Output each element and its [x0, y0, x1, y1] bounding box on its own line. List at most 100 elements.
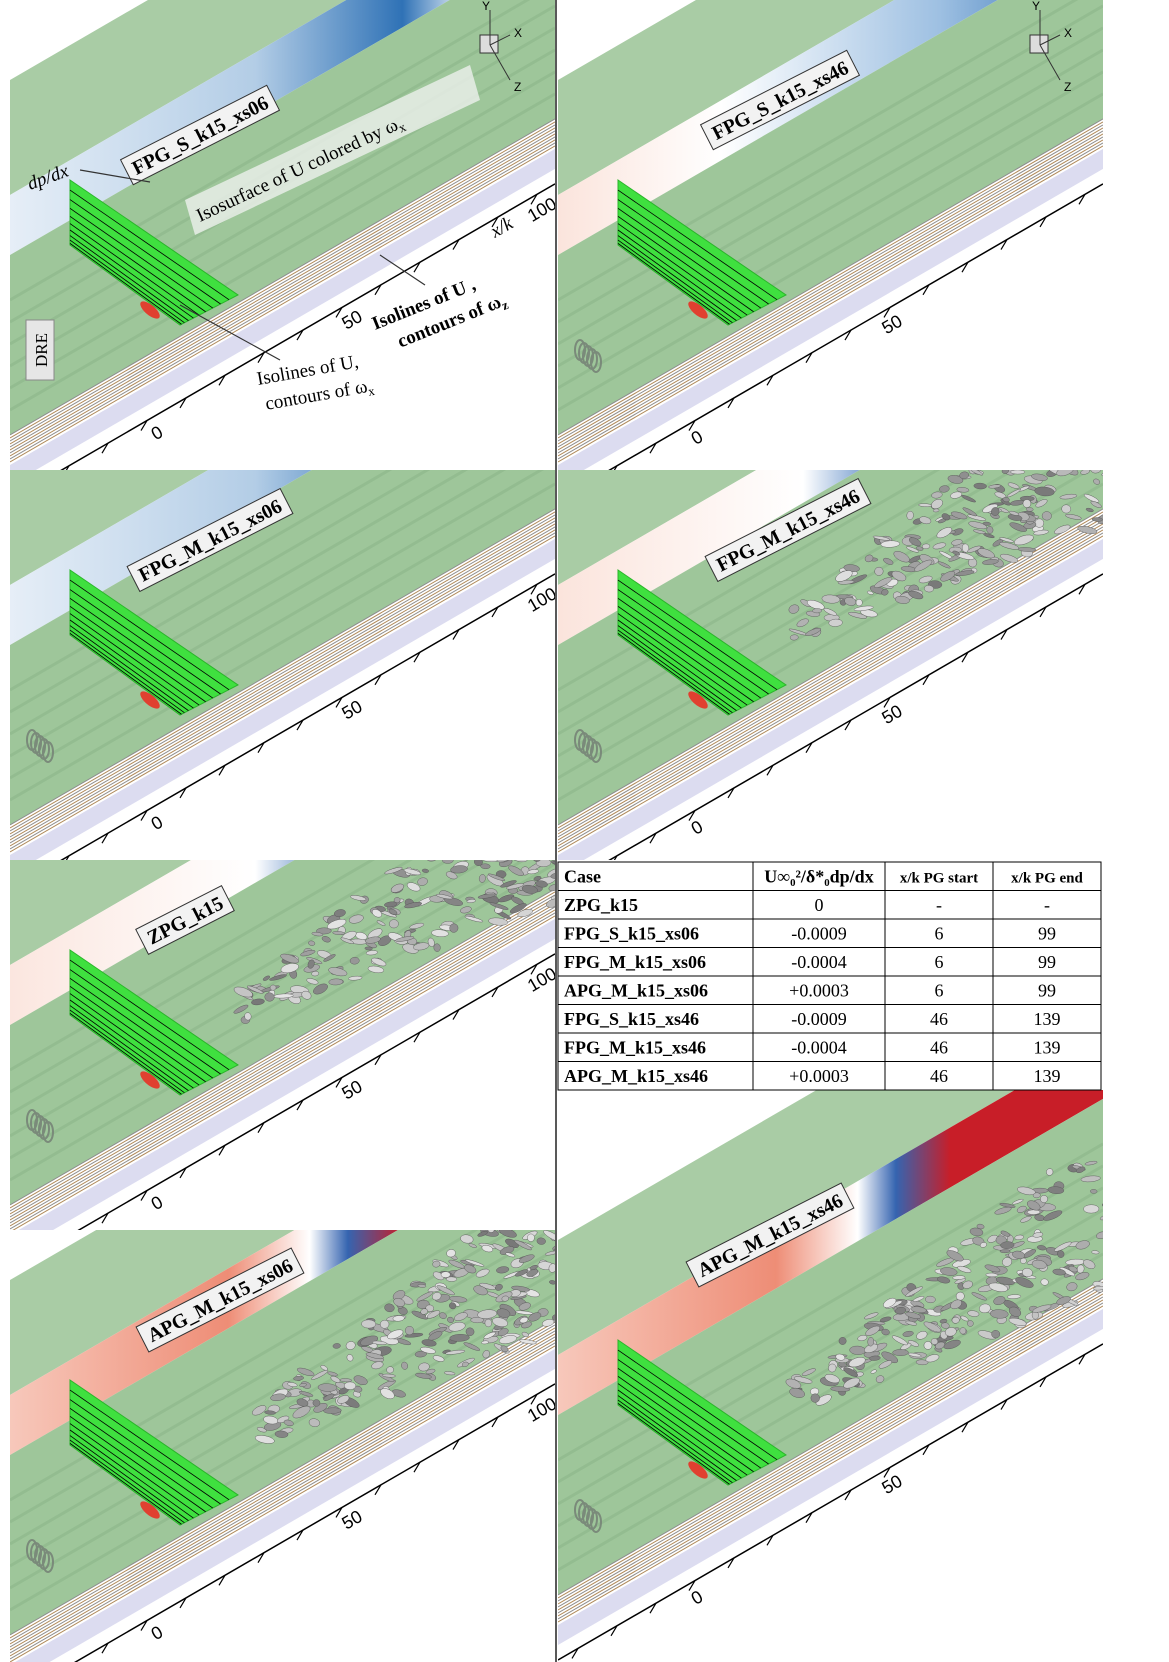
vortex — [1110, 458, 1117, 463]
triad-label: Y — [482, 0, 490, 13]
vortex — [1109, 1258, 1127, 1271]
table-cell: 139 — [1034, 1009, 1061, 1029]
triad-cube — [1030, 35, 1048, 53]
triad-label: X — [1064, 26, 1072, 40]
vortex — [1109, 480, 1119, 489]
table-header: U∞₀²/δ*₀dp/dx — [764, 866, 873, 886]
table-cell: 46 — [930, 1009, 948, 1029]
vortex — [1000, 1249, 1010, 1253]
vortex — [333, 1343, 341, 1349]
table-cell: 99 — [1038, 923, 1056, 943]
vortex — [1121, 473, 1135, 480]
vortex — [433, 943, 440, 951]
vortex — [1104, 1239, 1112, 1245]
table-cell: 139 — [1034, 1066, 1061, 1086]
vortex — [931, 1338, 938, 1344]
vortex — [480, 863, 490, 869]
vortex — [323, 1407, 341, 1413]
table-cell: 99 — [1038, 980, 1056, 1000]
vortex — [1131, 497, 1140, 506]
vortex — [365, 947, 373, 951]
vortex — [1105, 485, 1116, 489]
vortex — [1137, 502, 1148, 511]
vortex — [1114, 513, 1133, 518]
triad-cube — [480, 35, 498, 53]
vortex — [1131, 1241, 1143, 1249]
vortex — [485, 1319, 492, 1327]
table-cell: 99 — [1038, 952, 1056, 972]
vortex — [1108, 1201, 1118, 1209]
vortex — [867, 1337, 874, 1346]
vortex — [1083, 1205, 1099, 1214]
table-header: x/k PG end — [1011, 870, 1083, 886]
table-cell: 6 — [935, 980, 944, 1000]
table-cell: APG_M_k15_xs06 — [564, 980, 708, 1000]
vortex — [1106, 1264, 1125, 1277]
panel: 050FPG_S_k15_xs46 — [558, 0, 1103, 500]
vortex — [389, 919, 399, 928]
annotation: DRE — [32, 333, 51, 367]
table: Case U∞₀²/δ*₀dp/dx x/k PG start x/k PG end Z… — [558, 862, 1101, 1090]
vortex — [1118, 1260, 1138, 1271]
table-header: x/k PG start — [900, 870, 978, 886]
vortex — [1026, 507, 1033, 511]
triad-label: Y — [1032, 0, 1040, 13]
vortex — [446, 1277, 457, 1282]
vortex — [1115, 1252, 1127, 1259]
vortex — [1118, 505, 1137, 520]
triad-label: X — [514, 26, 522, 40]
vortex — [1090, 1189, 1097, 1193]
vortex — [1033, 1193, 1041, 1199]
vortex — [1107, 486, 1117, 492]
vortex — [441, 1272, 450, 1278]
table-header: Case — [564, 866, 601, 886]
vortex — [1116, 1249, 1134, 1260]
table-cell: ZPG_k15 — [564, 895, 638, 915]
table-cell: -0.0004 — [791, 952, 847, 972]
table-cell: FPG_S_k15_xs46 — [564, 1009, 699, 1029]
table-cell: - — [1044, 895, 1050, 915]
vortex — [952, 1317, 960, 1324]
table-cell: 6 — [935, 952, 944, 972]
panel: 050100FPG_S_k15_xs06 — [10, 0, 560, 500]
table-cell: -0.0009 — [791, 923, 847, 943]
vortex — [1122, 452, 1131, 458]
vortex — [270, 985, 276, 991]
table-cell: FPG_M_k15_xs46 — [564, 1037, 706, 1057]
table-cell: +0.0003 — [789, 1066, 849, 1086]
table-cell: -0.0004 — [791, 1037, 847, 1057]
table-cell: - — [936, 895, 942, 915]
vortex — [361, 1320, 376, 1329]
vortex — [1092, 517, 1103, 521]
table-cell: +0.0003 — [789, 980, 849, 1000]
vortex — [1102, 1201, 1122, 1211]
vortex — [1105, 1279, 1121, 1289]
table-cell: APG_M_k15_xs46 — [564, 1066, 708, 1086]
vortex — [1107, 1263, 1119, 1269]
vortex — [1128, 1237, 1137, 1244]
vortex — [1104, 465, 1123, 474]
vortex — [405, 1326, 414, 1335]
vortex — [1027, 1210, 1040, 1215]
vortex — [1110, 500, 1128, 509]
vortex — [344, 1382, 356, 1390]
vortex — [967, 1320, 973, 1326]
triad-label: Z — [1064, 80, 1071, 94]
vortex — [312, 1399, 320, 1407]
table-cell: -0.0009 — [791, 1009, 847, 1029]
triad-label: Z — [514, 80, 521, 94]
table-cell: 139 — [1034, 1037, 1061, 1057]
table-cell: FPG_M_k15_xs06 — [564, 952, 706, 972]
vortex — [893, 1349, 909, 1355]
table-cell: FPG_S_k15_xs06 — [564, 923, 699, 943]
vortex — [812, 608, 821, 613]
table-cell: 46 — [930, 1066, 948, 1086]
vortex — [340, 1378, 352, 1382]
table-cell: 46 — [930, 1037, 948, 1057]
figure: 050100FPG_S_k15_xs06050100FPG_M_k15_xs06… — [0, 0, 1169, 1662]
vortex — [1114, 1211, 1124, 1218]
table-cell: 6 — [935, 923, 944, 943]
vortex — [974, 483, 987, 490]
vortex — [1123, 1233, 1136, 1244]
vortex — [1010, 470, 1024, 474]
